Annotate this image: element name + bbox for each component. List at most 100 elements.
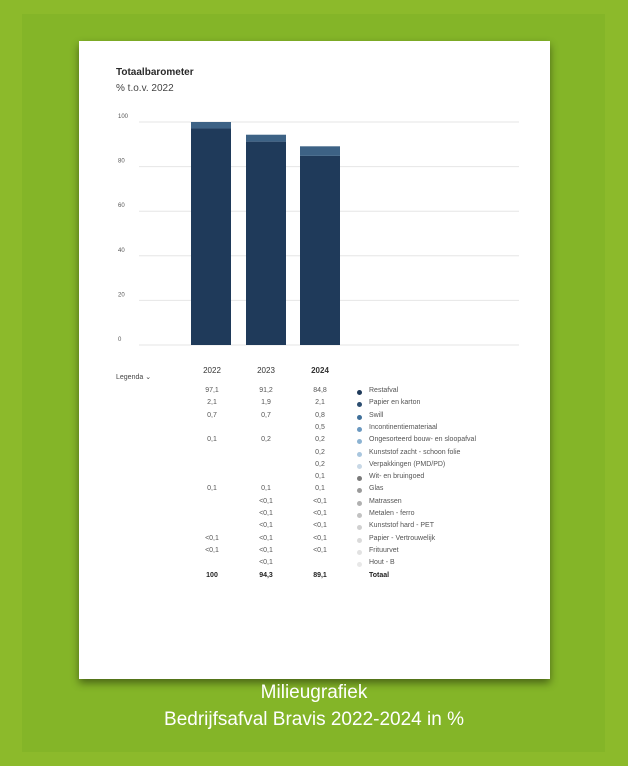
legend-dot-icon bbox=[357, 500, 362, 506]
cell-2022: 2,1 bbox=[207, 399, 217, 407]
cell-2023: <0,1 bbox=[259, 546, 273, 554]
table-row: 0,2 Verpakkingen (PMD/PD) bbox=[79, 461, 550, 474]
cell-2024: <0,1 bbox=[313, 534, 327, 542]
legend-dot-icon bbox=[357, 390, 362, 395]
caption-title: Milieugrafiek bbox=[260, 682, 368, 703]
legend-label[interactable]: Metalen - ferro bbox=[369, 510, 415, 517]
cell-2023: <0,1 bbox=[259, 497, 273, 505]
table-row: <0,1 <0,1 Kunststof hard - PET bbox=[79, 522, 550, 535]
legend-dot-icon bbox=[357, 488, 362, 494]
legend-dot-icon bbox=[357, 549, 362, 555]
cell-2024: <0,1 bbox=[313, 546, 327, 554]
bar-2023[interactable] bbox=[246, 141, 286, 345]
cell-2022: 97,1 bbox=[205, 387, 219, 394]
cell-2022: 0,7 bbox=[207, 411, 217, 419]
cell-2024: <0,1 bbox=[313, 510, 327, 517]
legend-label[interactable]: Kunststof hard - PET bbox=[369, 522, 434, 530]
bar-2024[interactable] bbox=[300, 155, 340, 345]
cell-2024: 2,1 bbox=[315, 399, 325, 407]
cell-2023: 91,2 bbox=[259, 387, 273, 394]
bars bbox=[191, 122, 340, 345]
cell-2023: <0,1 bbox=[259, 559, 273, 567]
y-tick-labels: 100 80 60 40 20 0 bbox=[118, 114, 129, 343]
y-tick-label: 20 bbox=[118, 292, 125, 298]
cell-2024: 0,1 bbox=[315, 473, 325, 481]
cell-2023: 0,1 bbox=[261, 485, 271, 493]
bar-2022[interactable] bbox=[191, 128, 231, 345]
cell-2024: 89,1 bbox=[313, 571, 327, 579]
cell-2024: 0,8 bbox=[315, 411, 325, 419]
table-row: 97,1 91,2 84,8 Restafval bbox=[79, 387, 550, 400]
table-row: 0,2 Kunststof zacht - schoon folie bbox=[79, 449, 550, 462]
cell-2024: 0,2 bbox=[315, 448, 325, 456]
table-row: <0,1 <0,1 Metalen - ferro bbox=[79, 510, 550, 523]
cell-2022: 0,1 bbox=[207, 485, 217, 493]
legend-label[interactable]: Verpakkingen (PMD/PD) bbox=[369, 460, 446, 468]
legend-label[interactable]: Papier - Vertrouwelijk bbox=[369, 534, 436, 542]
y-tick-label: 80 bbox=[118, 159, 125, 165]
y-tick-label: 0 bbox=[118, 337, 122, 343]
legend-label[interactable]: Restafval bbox=[369, 387, 399, 394]
legend-dot-icon bbox=[357, 537, 362, 543]
chart-title: Totaalbarometer bbox=[116, 67, 194, 78]
y-tick-label: 100 bbox=[118, 114, 129, 120]
cell-2023: <0,1 bbox=[259, 522, 273, 530]
chart-subtitle: % t.o.v. 2022 bbox=[116, 83, 174, 94]
cell-2024: <0,1 bbox=[313, 497, 327, 505]
legend-dot-icon bbox=[357, 426, 362, 432]
y-tick-label: 60 bbox=[118, 203, 125, 209]
legend-dot-icon bbox=[357, 439, 362, 445]
cell-2023: <0,1 bbox=[259, 534, 273, 542]
legend-label[interactable]: Glas bbox=[369, 485, 384, 493]
cell-2024: 0,5 bbox=[315, 423, 325, 431]
table-row: 0,1 Wit- en bruingoed bbox=[79, 473, 550, 486]
legend-label[interactable]: Swill bbox=[369, 411, 384, 419]
cell-2022: <0,1 bbox=[205, 546, 219, 554]
cell-2024: 84,8 bbox=[313, 387, 327, 394]
legend-dot-icon bbox=[357, 463, 362, 469]
table-row: 0,5 Incontinentiemateriaal bbox=[79, 424, 550, 437]
cell-2023: 1,9 bbox=[261, 399, 271, 407]
col-header-2022: 2022 bbox=[203, 366, 221, 375]
legend-label[interactable]: Papier en karton bbox=[369, 399, 421, 407]
bar-2022[interactable] bbox=[191, 122, 231, 129]
table-row: <0,1 <0,1 <0,1 Papier - Vertrouwelijk bbox=[79, 535, 550, 548]
legend-dot-icon bbox=[357, 476, 362, 482]
cell-2023: 0,7 bbox=[261, 411, 271, 419]
table-row: 0,1 0,1 0,1 Glas bbox=[79, 485, 550, 498]
bar-chart: 100 80 60 40 20 0 bbox=[118, 114, 519, 346]
chart-card: Totaalbarometer % t.o.v. 2022 100 80 60 40 2… bbox=[79, 41, 550, 679]
y-tick-label: 40 bbox=[118, 248, 125, 254]
cell-2022: 100 bbox=[206, 571, 218, 579]
cell-2023: <0,1 bbox=[259, 510, 273, 517]
legend-label[interactable]: Hout - B bbox=[369, 559, 395, 567]
legend-label[interactable]: Wit- en bruingoed bbox=[369, 473, 425, 481]
cell-2024: 0,2 bbox=[315, 436, 325, 444]
bar-2024[interactable] bbox=[300, 146, 340, 156]
col-header-2024: 2024 bbox=[311, 366, 329, 375]
cell-2024: 0,1 bbox=[315, 485, 325, 493]
table-row: 0,1 0,2 0,2 Ongesorteerd bouw- en sloopafva… bbox=[79, 436, 550, 449]
legend-label[interactable]: Frituurvet bbox=[369, 546, 399, 554]
total-row: 100 94,3 89,1 Totaal bbox=[79, 572, 550, 585]
legend-toggle[interactable]: Legenda ⌄ bbox=[116, 374, 152, 381]
table-row: 2,1 1,9 2,1 Papier en karton bbox=[79, 399, 550, 412]
legend-label[interactable]: Incontinentiemateriaal bbox=[369, 423, 438, 431]
legend-dot-icon bbox=[357, 562, 362, 568]
bar-2023[interactable] bbox=[246, 134, 286, 142]
legend-label[interactable]: Kunststof zacht - schoon folie bbox=[369, 448, 461, 456]
cell-2024: <0,1 bbox=[313, 522, 327, 530]
legend-label[interactable]: Ongesorteerd bouw- en sloopafval bbox=[369, 436, 477, 444]
cell-2023: 0,2 bbox=[261, 436, 271, 444]
table-row: <0,1 <0,1 <0,1 Frituurvet bbox=[79, 547, 550, 560]
legend-dot-icon bbox=[357, 525, 362, 531]
cell-2022: 0,1 bbox=[207, 436, 217, 444]
cell-2022: <0,1 bbox=[205, 534, 219, 542]
legend-label[interactable]: Matrassen bbox=[369, 497, 402, 505]
legend-dot-icon bbox=[357, 513, 362, 518]
legend-label: Totaal bbox=[369, 571, 390, 579]
legend-dot-icon bbox=[357, 451, 362, 457]
cell-2024: 0,2 bbox=[315, 460, 325, 468]
table-row: <0,1 <0,1 Matrassen bbox=[79, 498, 550, 511]
legend-dot-icon bbox=[357, 414, 362, 420]
